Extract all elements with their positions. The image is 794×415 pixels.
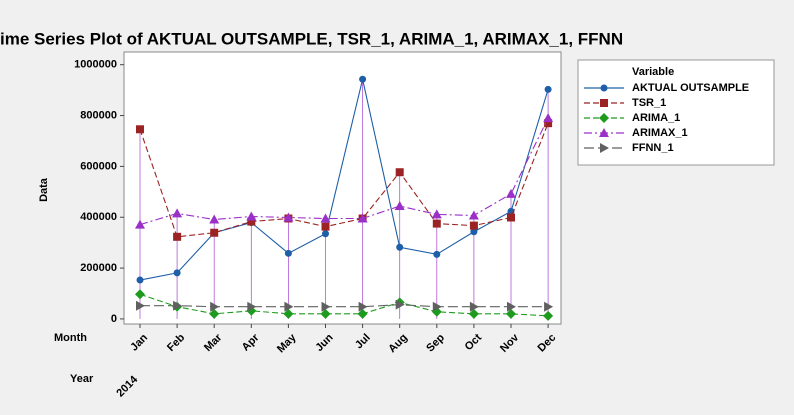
- chart-title: ime Series Plot of AKTUAL OUTSAMPLE, TSR…: [0, 29, 623, 48]
- legend: [577, 59, 775, 166]
- data-point: [284, 301, 294, 312]
- legend-label: ARIMA_1: [632, 112, 680, 124]
- data-point: [357, 308, 368, 319]
- data-point: [135, 289, 145, 300]
- data-point: [136, 276, 144, 284]
- data-point: [395, 168, 404, 177]
- data-point: [172, 208, 183, 218]
- legend-label: AKTUAL OUTSAMPLE: [632, 82, 749, 94]
- data-point: [173, 269, 181, 277]
- data-point: [507, 301, 516, 312]
- legend-marker: [599, 128, 609, 137]
- y-axis-label: Data: [38, 177, 50, 202]
- y-tick-label: 600000: [80, 160, 117, 172]
- data-point: [135, 219, 145, 229]
- y-tick-label: 200000: [80, 262, 117, 274]
- series-line: [139, 79, 549, 281]
- data-point: [136, 125, 144, 134]
- data-point: [469, 221, 478, 230]
- data-point: [395, 299, 405, 310]
- data-point: [173, 232, 182, 241]
- series-line: [140, 304, 549, 308]
- data-point: [173, 300, 183, 311]
- data-point: [469, 301, 479, 312]
- legend-label: FFNN_1: [632, 142, 674, 154]
- data-point: [543, 310, 554, 321]
- legend-marker: [599, 113, 609, 123]
- data-point: [431, 209, 442, 219]
- data-point: [247, 301, 257, 312]
- legend-title: Variable: [632, 66, 674, 78]
- data-point: [357, 213, 368, 223]
- data-point: [136, 300, 145, 311]
- legend-marker: [600, 143, 609, 153]
- plot-area: [123, 51, 562, 325]
- data-point: [283, 308, 294, 319]
- series-line: [139, 293, 549, 317]
- data-point: [506, 308, 516, 319]
- data-point: [358, 301, 368, 312]
- legend-label: TSR_1: [632, 97, 666, 109]
- data-point: [210, 301, 220, 312]
- data-point: [470, 228, 478, 236]
- data-point: [544, 85, 552, 93]
- data-point: [321, 301, 331, 312]
- year-label: Year: [70, 373, 94, 385]
- data-point: [284, 249, 292, 257]
- data-point: [544, 301, 554, 312]
- legend-marker: [600, 99, 608, 107]
- data-point: [394, 201, 405, 211]
- y-tick-label: 400000: [80, 211, 117, 223]
- data-point: [468, 210, 479, 220]
- data-point: [507, 213, 515, 222]
- data-point: [396, 243, 404, 251]
- data-point: [359, 75, 367, 83]
- data-point: [322, 230, 329, 238]
- data-point: [209, 214, 220, 224]
- y-tick-label: 800000: [80, 109, 117, 121]
- x-axis-label: Month: [54, 332, 87, 344]
- y-tick-label: 1000000: [74, 59, 117, 71]
- series-line: [139, 117, 549, 226]
- data-point: [433, 250, 441, 258]
- data-point: [283, 212, 294, 222]
- legend-label: ARIMAX_1: [632, 127, 688, 139]
- legend-marker: [600, 84, 608, 92]
- data-point: [506, 188, 516, 198]
- data-point: [432, 219, 441, 228]
- data-point: [246, 211, 257, 221]
- y-tick-label: 0: [111, 313, 117, 325]
- data-point: [210, 228, 219, 237]
- data-point: [543, 113, 554, 123]
- data-point: [321, 222, 330, 231]
- data-point: [209, 308, 220, 319]
- data-point: [320, 308, 331, 319]
- series-line: [139, 122, 549, 238]
- data-point: [432, 301, 442, 312]
- data-point: [320, 213, 331, 223]
- data-point: [468, 308, 479, 319]
